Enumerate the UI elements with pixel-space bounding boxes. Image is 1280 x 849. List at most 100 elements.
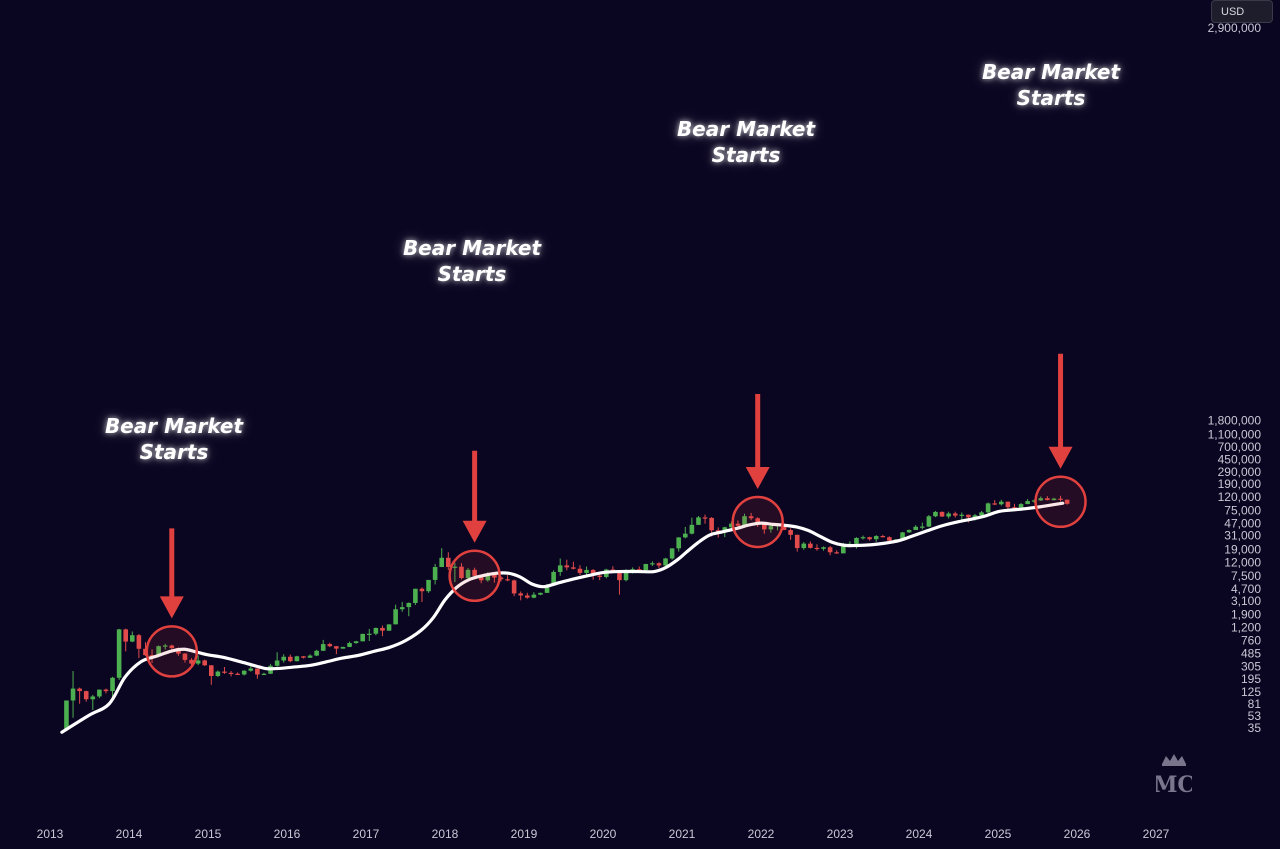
- annotation-arrow-head: [745, 466, 770, 489]
- candle-body: [169, 645, 175, 649]
- candle-body: [413, 588, 418, 603]
- candle-body: [676, 537, 682, 549]
- annotation-arrow-head: [159, 596, 184, 619]
- x-tick-label: 2016: [274, 827, 301, 841]
- candle-body: [952, 513, 958, 516]
- y-tick-label: 760: [1241, 634, 1261, 648]
- candle-body: [808, 543, 813, 548]
- candle-body: [577, 568, 583, 573]
- candle-body: [709, 517, 714, 531]
- x-tick-label: 2014: [116, 827, 143, 841]
- candle-body: [873, 536, 879, 540]
- x-tick-label: 2024: [906, 827, 933, 841]
- candle-body: [531, 594, 537, 598]
- candle-body: [636, 569, 642, 571]
- candle-body: [426, 579, 431, 592]
- candle-body: [222, 671, 227, 673]
- y-tick-label: 35: [1248, 721, 1262, 735]
- candle-body: [768, 526, 774, 530]
- annotation-line1: Bear Market: [676, 117, 816, 141]
- y-tick-label: 1,200: [1231, 621, 1261, 635]
- candle-body: [393, 609, 398, 625]
- x-tick-label: 2022: [748, 827, 775, 841]
- candle-body: [597, 575, 603, 577]
- candle-body: [195, 660, 201, 664]
- candle-body: [682, 533, 688, 538]
- candle-body: [301, 656, 306, 658]
- y-tick-label: 1,800,000: [1208, 413, 1262, 427]
- annotation-arrow-head: [462, 520, 487, 543]
- y-tick-label: 305: [1241, 659, 1261, 673]
- candle-body: [827, 547, 833, 553]
- candle-body: [248, 668, 254, 671]
- candle-body: [419, 588, 425, 592]
- candle-body: [669, 548, 675, 559]
- candle-body: [913, 526, 919, 530]
- candle-body: [116, 629, 122, 678]
- highlight-circle: [145, 625, 199, 678]
- candle-body: [255, 668, 260, 675]
- candle-body: [90, 696, 96, 700]
- candle-body: [1018, 504, 1024, 508]
- candle-body: [538, 592, 543, 595]
- candle-body: [663, 558, 668, 566]
- candle-body: [1038, 498, 1044, 501]
- candle-body: [887, 537, 892, 541]
- candle-body: [656, 563, 662, 566]
- annotation-line2: Starts: [1016, 86, 1086, 110]
- y-tick-label: 120,000: [1218, 490, 1262, 504]
- y-tick-label: 195: [1241, 672, 1261, 686]
- candle-body: [979, 512, 984, 516]
- y-tick-label: 75,000: [1224, 504, 1261, 518]
- candle-body: [327, 644, 333, 647]
- candle-body: [735, 523, 741, 526]
- candle-body: [432, 567, 438, 580]
- candle-body: [459, 566, 464, 578]
- candle-body: [452, 566, 458, 568]
- x-tick-label: 2018: [432, 827, 459, 841]
- candle-body: [946, 513, 951, 517]
- candle-body: [189, 659, 194, 664]
- candle-body: [228, 672, 234, 675]
- candle-body: [650, 563, 655, 565]
- candle-body: [241, 670, 247, 675]
- x-tick-label: 2025: [985, 827, 1012, 841]
- candle-body: [524, 595, 530, 598]
- candle-body: [123, 629, 129, 642]
- candle-body: [518, 593, 524, 596]
- candle-body: [445, 557, 451, 567]
- candle-body: [748, 516, 754, 519]
- currency-selector[interactable]: USD: [1211, 0, 1273, 23]
- candle-body: [149, 655, 155, 657]
- candle-body: [399, 607, 405, 610]
- candle-body: [933, 511, 938, 517]
- candle-body: [814, 547, 820, 550]
- candle-body: [860, 537, 866, 539]
- candle-body: [840, 543, 846, 554]
- candle-body: [959, 514, 965, 516]
- x-tick-label: 2027: [1143, 827, 1170, 841]
- candle-body: [880, 536, 886, 538]
- y-tick-label: 3,100: [1231, 594, 1261, 608]
- candle-body: [702, 517, 708, 519]
- y-tick-label: 290,000: [1218, 465, 1262, 479]
- candle-body: [761, 524, 767, 530]
- y-tick-label: 7,500: [1231, 569, 1261, 583]
- candle-body: [366, 633, 372, 635]
- candle-body: [129, 635, 135, 642]
- candle-body: [939, 511, 945, 517]
- candle-body: [742, 516, 747, 526]
- annotation-arrow-head: [1048, 446, 1073, 469]
- candle-body: [926, 516, 932, 527]
- x-tick-label: 2017: [353, 827, 380, 841]
- y-tick-label: 190,000: [1218, 477, 1262, 491]
- candle-body: [485, 574, 491, 581]
- candle-body: [966, 514, 971, 518]
- annotation-line1: Bear Market: [981, 60, 1121, 84]
- candle-body: [70, 688, 76, 701]
- y-tick-label: 125: [1241, 685, 1261, 699]
- candle-body: [590, 569, 596, 576]
